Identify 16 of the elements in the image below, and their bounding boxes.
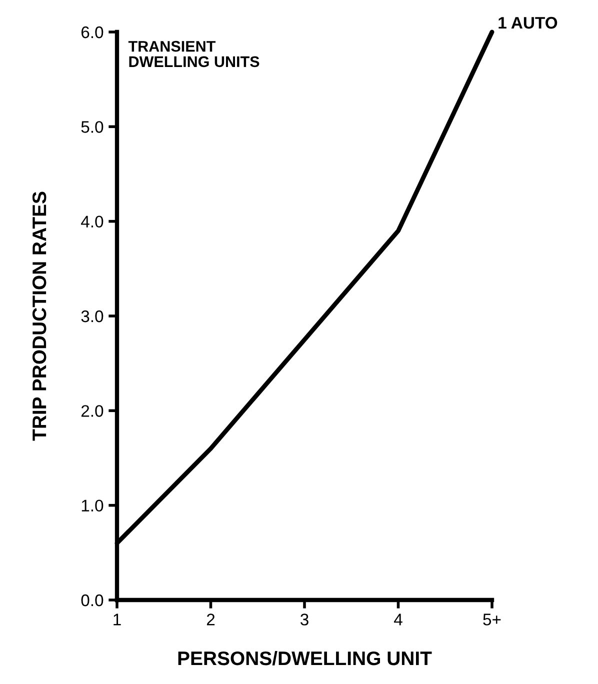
x-tick-label: 5+	[483, 614, 501, 626]
x-tick-label: 4	[394, 614, 402, 626]
x-tick-label: 2	[206, 614, 215, 626]
annotation: TRANSIENT DWELLING UNITS	[128, 40, 260, 68]
y-tick-label: 6.0	[81, 26, 104, 38]
y-tick-label: 2.0	[81, 405, 104, 417]
y-axis-title: TRIP PRODUCTION RATES	[32, 192, 46, 441]
y-tick-label: 0.0	[81, 594, 104, 606]
x-tick-label: 1	[114, 614, 121, 626]
y-tick-label: 1.0	[82, 500, 104, 512]
y-tick-label: 4.0	[81, 216, 104, 228]
y-tick-label: 5.0	[81, 121, 104, 133]
series-label: 1 AUTO	[498, 16, 558, 29]
x-axis-title: PERSONS/DWELLING UNIT	[178, 650, 432, 666]
y-tick-label: 3.0	[81, 310, 104, 322]
x-tick-label: 3	[300, 614, 308, 626]
